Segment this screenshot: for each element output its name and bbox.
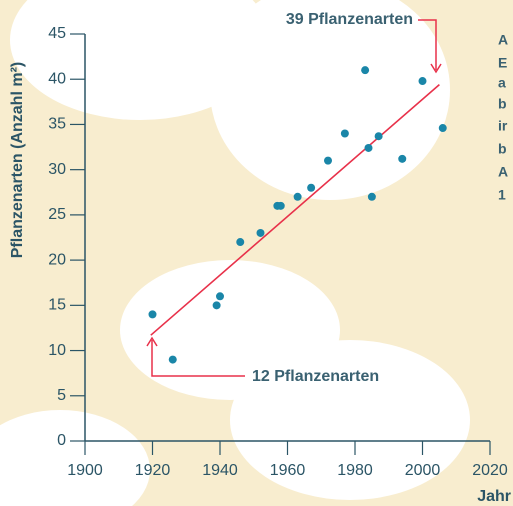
y-tick-label: 35: [48, 116, 66, 133]
data-point: [169, 356, 177, 364]
x-tick-label: 2020: [472, 462, 508, 479]
y-tick-label: 45: [48, 25, 66, 42]
data-point: [294, 193, 302, 201]
annotation: 12 Pflanzenarten: [252, 368, 379, 385]
y-tick-label: 40: [48, 70, 66, 87]
data-point: [375, 132, 383, 140]
x-tick-label: 1960: [270, 462, 306, 479]
x-tick-label: 1920: [135, 462, 171, 479]
data-point: [365, 144, 373, 152]
y-tick-label: 0: [57, 432, 66, 449]
y-tick-label: 25: [48, 206, 66, 223]
data-point: [257, 229, 265, 237]
y-tick-label: 15: [48, 297, 66, 314]
data-point: [419, 77, 427, 85]
data-point: [398, 155, 406, 163]
data-point: [236, 238, 244, 246]
side-text: A: [498, 32, 508, 48]
annotation: 39 Pflanzenarten: [286, 11, 413, 28]
data-point: [213, 301, 221, 309]
data-point: [149, 310, 157, 318]
data-point: [361, 66, 369, 74]
side-text: ir: [498, 118, 508, 134]
side-text: a: [498, 75, 506, 91]
y-tick-label: 20: [48, 251, 66, 268]
data-point: [277, 202, 285, 210]
side-text: b: [498, 96, 507, 112]
x-tick-label: 1940: [202, 462, 238, 479]
data-point: [324, 157, 332, 165]
side-text: 1: [498, 187, 506, 203]
data-point: [439, 124, 447, 132]
data-point: [307, 184, 315, 192]
side-text: E: [498, 55, 507, 71]
x-tick-label: 2000: [405, 462, 441, 479]
x-tick-label: 1900: [67, 462, 103, 479]
y-axis-label: Pflanzenarten (Anzahl m²): [9, 62, 26, 258]
y-tick-label: 10: [48, 342, 66, 359]
y-tick-label: 5: [57, 387, 66, 404]
data-point: [368, 193, 376, 201]
data-point: [341, 129, 349, 137]
x-axis-label: Jahr: [477, 488, 511, 505]
side-text: A: [498, 164, 508, 180]
data-point: [216, 292, 224, 300]
chart: Pflanzenarten (Anzahl m²) Jahr 39 Pflanz…: [0, 0, 513, 506]
x-tick-label: 1980: [337, 462, 373, 479]
y-tick-label: 30: [48, 161, 66, 178]
side-text: b: [498, 141, 507, 157]
